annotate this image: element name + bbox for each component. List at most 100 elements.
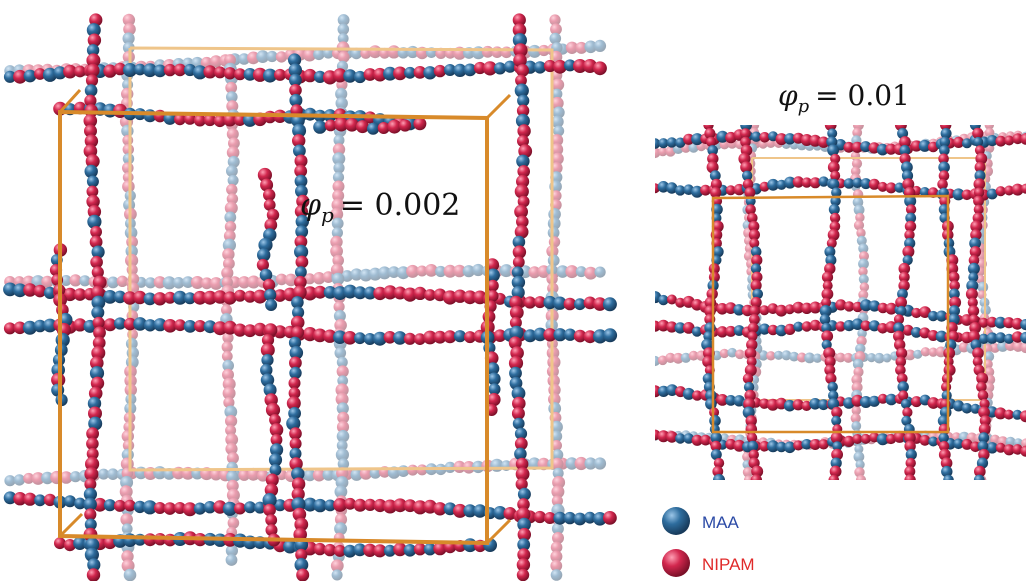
monomer-bead: [31, 472, 45, 485]
monomer-bead: [453, 503, 467, 518]
monomer-bead: [952, 188, 965, 201]
monomer-bead: [330, 207, 344, 221]
monomer-bead: [360, 47, 372, 59]
monomer-bead: [86, 53, 101, 68]
monomer-bead: [885, 143, 897, 155]
monomer-bead: [948, 305, 961, 317]
monomer-bead: [74, 497, 86, 510]
monomer-bead: [79, 275, 91, 287]
monomer-bead: [958, 342, 970, 353]
monomer-bead: [487, 393, 501, 407]
monomer-bead: [84, 134, 99, 148]
monomer-bead: [973, 187, 985, 198]
monomer-bead: [708, 271, 720, 283]
monomer-bead: [23, 283, 37, 297]
monomer-bead: [792, 399, 804, 411]
monomer-bead: [116, 275, 129, 287]
monomer-bead: [675, 433, 686, 444]
monomer-bead: [91, 346, 106, 360]
monomer-bead: [543, 512, 556, 524]
monomer-bead: [121, 523, 133, 535]
monomer-bead: [759, 305, 770, 316]
monomer-bead: [486, 279, 499, 292]
monomer-bead: [748, 220, 760, 232]
monomer-bead: [313, 328, 327, 343]
monomer-bead: [550, 23, 562, 36]
monomer-bead: [523, 329, 537, 343]
monomer-bead: [551, 88, 563, 100]
monomer-bead: [784, 323, 796, 335]
monomer-bead: [898, 279, 910, 292]
monomer-bead: [941, 390, 952, 401]
monomer-bead: [225, 554, 238, 566]
monomer-bead: [254, 501, 266, 514]
monomer-bead: [984, 367, 995, 377]
monomer-bead: [657, 430, 670, 443]
monomer-bead: [553, 125, 565, 137]
monomer-bead: [855, 460, 865, 470]
vertical-chain: [893, 125, 917, 480]
monomer-bead: [344, 497, 356, 510]
monomer-bead: [858, 243, 869, 254]
monomer-bead: [3, 322, 16, 335]
monomer-bead: [666, 321, 678, 333]
monomer-bead: [683, 433, 695, 444]
monomer-bead: [994, 316, 1007, 329]
monomer-bead: [551, 152, 564, 165]
monomer-bead: [333, 162, 345, 174]
monomer-bead: [73, 318, 87, 332]
monomer-bead: [801, 302, 813, 314]
monomer-bead: [961, 403, 973, 414]
monomer-bead: [335, 87, 348, 101]
monomer-bead: [551, 457, 564, 471]
monomer-bead: [243, 290, 257, 303]
monomer-bead: [573, 512, 587, 526]
monomer-bead: [515, 74, 527, 87]
monomer-bead: [855, 474, 867, 480]
monomer-bead: [514, 427, 528, 440]
monomer-bead: [486, 268, 500, 283]
monomer-bead: [700, 434, 711, 446]
monomer-bead: [84, 467, 99, 482]
monomer-bead: [512, 13, 526, 27]
monomer-bead: [222, 248, 235, 261]
monomer-bead: [133, 500, 147, 514]
monomer-bead: [86, 44, 100, 57]
monomer-bead: [373, 498, 387, 513]
monomer-bead: [89, 235, 103, 249]
monomer-bead: [691, 185, 704, 198]
monomer-bead: [859, 251, 869, 262]
left-phi-label: φp = 0.002: [300, 188, 460, 227]
monomer-bead: [442, 290, 458, 305]
monomer-bead: [289, 437, 302, 450]
monomer-bead: [893, 430, 906, 443]
monomer-bead: [708, 263, 720, 275]
monomer-bead: [332, 254, 345, 267]
monomer-bead: [336, 356, 348, 368]
monomer-bead: [143, 319, 157, 332]
monomer-bead: [222, 359, 234, 372]
monomer-bead: [603, 328, 618, 343]
monomer-bead: [829, 221, 841, 232]
monomer-bead: [946, 262, 959, 275]
monomer-bead: [1020, 342, 1026, 354]
monomer-bead: [919, 306, 931, 318]
monomer-bead: [516, 568, 530, 581]
monomer-bead: [830, 457, 842, 469]
monomer-bead: [359, 467, 372, 480]
monomer-bead: [821, 271, 834, 283]
monomer-bead: [902, 407, 913, 418]
monomer-bead: [516, 558, 531, 572]
monomer-bead: [905, 212, 917, 224]
monomer-bead: [983, 382, 995, 393]
monomer-bead: [827, 398, 840, 410]
monomer-bead: [73, 536, 87, 550]
monomer-bead: [268, 453, 283, 467]
monomer-bead: [658, 147, 668, 157]
monomer-bead: [1020, 331, 1026, 344]
monomer-bead: [213, 321, 228, 336]
monomer-bead: [85, 537, 100, 552]
monomer-bead: [877, 181, 888, 192]
monomer-bead: [291, 487, 305, 501]
monomer-bead: [973, 195, 984, 207]
